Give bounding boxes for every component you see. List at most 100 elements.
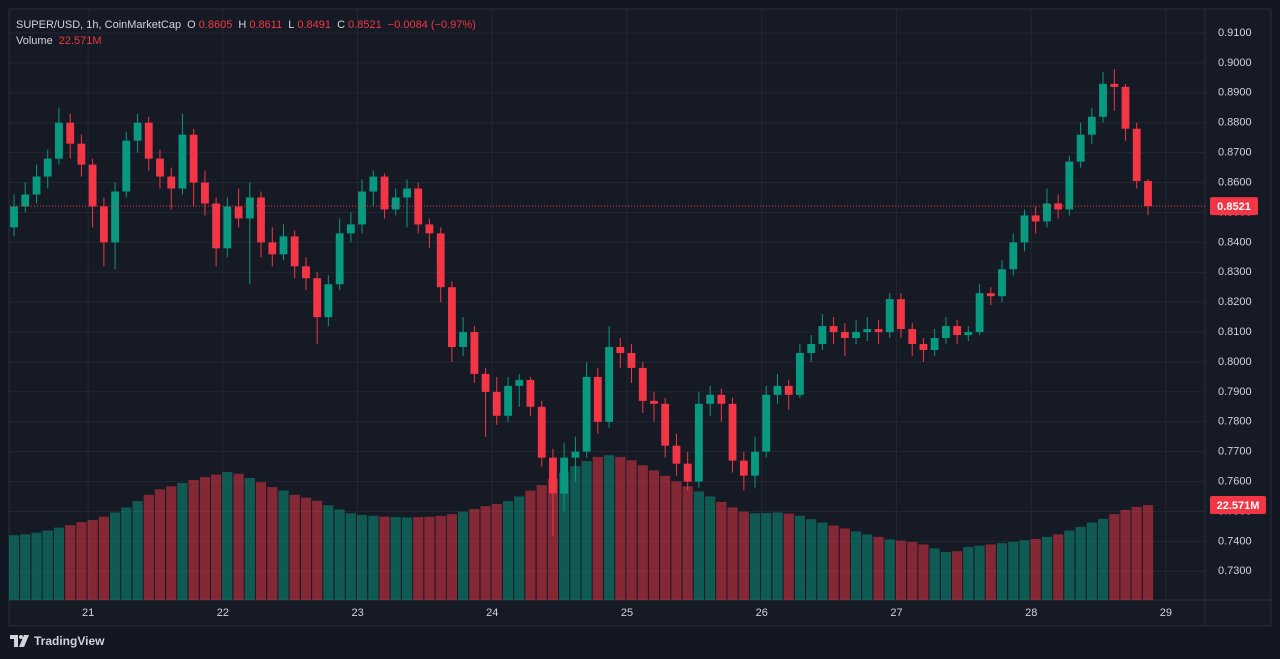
candle-body [683,463,692,482]
candle-body [728,403,737,461]
candle-body [986,293,995,297]
volume-bar [794,515,805,600]
candle-body [391,197,400,210]
price-label-box [1210,197,1258,216]
volume-bar [323,505,334,600]
volume-bar [514,496,525,600]
volume-bar [660,475,671,600]
candle-body [346,224,355,234]
candle-body [762,394,771,452]
candle-body [66,122,75,144]
candle-body [739,460,748,476]
volume-bar [401,517,413,600]
candle-body [840,332,849,339]
y-tick-label: 0.7700 [1218,446,1252,458]
candle-body [515,379,524,386]
volume-bar [446,514,457,600]
volume-bar [772,512,783,600]
volume-bar [615,456,626,600]
candle-body [885,299,894,333]
candle-body [537,406,546,458]
volume-bar [300,497,312,600]
y-tick-label: 0.7300 [1218,565,1252,577]
volume-bar [693,491,704,600]
legend-row: SUPER/USD, 1h, CoinMarketCap O 0.8605 H 0.… [16,17,479,33]
volume-bar [974,545,985,600]
candle-body [447,287,456,348]
volume-title: Volume [16,35,53,47]
candle-body [998,269,1006,297]
volume-bar [637,465,648,600]
candle-body [1132,128,1141,182]
candle-body [605,347,614,422]
volume-bar [727,507,738,600]
volume-bar [828,525,839,600]
candle-body [964,332,973,336]
volume-bar [918,544,929,600]
candle-body [582,376,591,452]
candle-body [290,236,299,267]
candle-body [1144,181,1152,207]
x-tick-label: 24 [486,607,498,619]
candle-body [571,451,580,458]
candle-body [807,344,816,353]
legend: SUPER/USD, 1h, CoinMarketCap O 0.8605 H 0.… [16,17,479,49]
volume-bar [817,522,828,600]
volume-bar [491,504,502,600]
volume-value: 22.571M [58,35,102,47]
volume-bar [626,460,637,600]
symbol: SUPER/USD, 1h, CoinMarketCap [16,19,182,31]
volume-bar [1086,522,1097,600]
ohlc-label: L [288,19,295,31]
candle-body [1031,215,1040,222]
volume-bar [312,500,323,600]
volume-bar [996,543,1008,600]
volume-bar [334,509,345,600]
volume-bar [1109,514,1120,600]
candle-body [863,329,872,333]
x-tick-label: 26 [756,607,768,619]
candle-body [852,332,860,339]
candle-body [234,206,243,219]
x-tick-label: 22 [217,607,229,619]
brand[interactable]: TradingView [10,634,104,648]
candle-body [189,134,198,183]
volume-bar [1053,534,1064,600]
candle-body [919,344,928,351]
ohlc-value: 0.8605 [198,19,233,31]
candle-body [526,379,535,407]
volume-bar [1120,509,1131,600]
ohlc-label: H [238,19,247,31]
candle-body [1076,134,1085,162]
volume-bar [480,506,491,600]
volume-bar [188,480,199,600]
candle-body [942,326,950,339]
volume-bar [154,489,166,600]
volume-bar [783,513,794,600]
volume-bar [368,515,379,600]
candle-body [717,394,726,404]
candle-body [268,242,277,255]
candle-body [930,338,939,351]
candle-body [897,299,905,330]
volume-bar [1041,536,1053,600]
volume-bar [502,501,514,600]
volume-bar [547,478,559,600]
candle-body [21,194,30,207]
volume-bar [716,501,727,600]
volume-bar [592,456,603,600]
candle-body [111,191,119,243]
volume-bar [255,482,267,600]
y-tick-label: 0.8400 [1218,236,1252,248]
volume-bar [705,496,716,600]
volume-bar [20,534,31,600]
candle-body [1020,215,1029,243]
candle-body [1065,161,1074,210]
candle-body [403,188,411,198]
volume-bar [199,477,211,600]
volume-bar [761,512,772,600]
candle-body [133,122,142,141]
candle-body [459,332,467,348]
volume-bar [1142,505,1154,600]
